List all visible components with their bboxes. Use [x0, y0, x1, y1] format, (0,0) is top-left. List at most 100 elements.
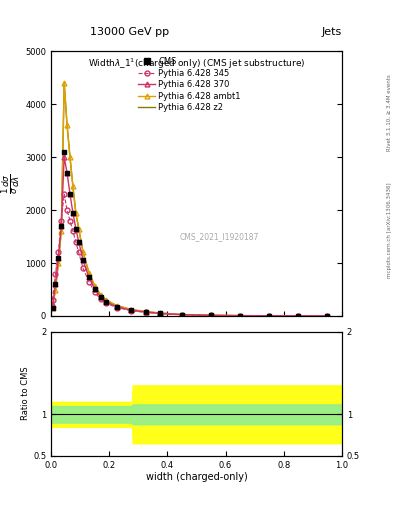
Pythia 6.428 345 [56, 249, 61, 255]
Pythia 6.428 345 [53, 270, 58, 276]
CMS [325, 313, 330, 319]
Pythia 6.428 ambt1 [180, 311, 184, 317]
Pythia 6.428 370 [56, 254, 61, 261]
Pythia 6.428 370 [73, 226, 78, 232]
Pythia 6.428 345 [158, 311, 163, 317]
Pythia 6.428 345 [267, 313, 272, 319]
Pythia 6.428 370 [143, 309, 148, 315]
Pythia 6.428 ambt1 [62, 80, 66, 86]
Line: Pythia 6.428 z2: Pythia 6.428 z2 [53, 83, 327, 316]
CMS [81, 258, 85, 264]
Pythia 6.428 345 [296, 313, 301, 319]
Pythia 6.428 345 [143, 309, 148, 315]
Pythia 6.428 345 [98, 296, 103, 302]
Pythia 6.428 ambt1 [56, 260, 61, 266]
Pythia 6.428 ambt1 [53, 286, 58, 292]
Pythia 6.428 ambt1 [92, 283, 97, 289]
CMS [238, 313, 242, 319]
CMS [50, 305, 55, 311]
Pythia 6.428 z2 [98, 291, 103, 297]
Pythia 6.428 345 [209, 312, 213, 318]
Pythia 6.428 345 [238, 313, 242, 319]
Pythia 6.428 370 [325, 313, 330, 319]
Legend: CMS, Pythia 6.428 345, Pythia 6.428 370, Pythia 6.428 ambt1, Pythia 6.428 z2: CMS, Pythia 6.428 345, Pythia 6.428 370,… [137, 55, 242, 114]
CMS [71, 209, 75, 216]
Pythia 6.428 370 [81, 258, 85, 264]
Pythia 6.428 370 [65, 170, 70, 176]
Pythia 6.428 345 [114, 305, 119, 311]
Pythia 6.428 z2 [65, 122, 70, 129]
Pythia 6.428 370 [158, 310, 163, 316]
Pythia 6.428 z2 [143, 309, 148, 315]
Pythia 6.428 z2 [158, 310, 163, 316]
Pythia 6.428 z2 [92, 283, 97, 289]
Pythia 6.428 ambt1 [238, 312, 242, 318]
CMS [56, 254, 61, 261]
Pythia 6.428 370 [296, 313, 301, 319]
Pythia 6.428 z2 [81, 249, 85, 255]
Pythia 6.428 345 [62, 191, 66, 197]
Pythia 6.428 z2 [76, 226, 81, 232]
Pythia 6.428 z2 [53, 286, 58, 292]
Pythia 6.428 345 [50, 297, 55, 303]
Pythia 6.428 370 [129, 307, 134, 313]
Pythia 6.428 z2 [325, 313, 330, 319]
Line: Pythia 6.428 370: Pythia 6.428 370 [50, 155, 330, 318]
Pythia 6.428 345 [71, 228, 75, 234]
Pythia 6.428 z2 [62, 80, 66, 86]
Pythia 6.428 370 [238, 313, 242, 319]
Pythia 6.428 345 [76, 249, 81, 255]
CMS [68, 191, 72, 197]
Pythia 6.428 ambt1 [114, 303, 119, 309]
Pythia 6.428 ambt1 [68, 154, 72, 160]
Pythia 6.428 ambt1 [59, 228, 64, 234]
Pythia 6.428 ambt1 [158, 310, 163, 316]
Pythia 6.428 345 [59, 218, 64, 224]
Pythia 6.428 z2 [59, 228, 64, 234]
CMS [114, 304, 119, 310]
Pythia 6.428 345 [81, 265, 85, 271]
Pythia 6.428 ambt1 [81, 249, 85, 255]
Y-axis label: Ratio to CMS: Ratio to CMS [21, 367, 30, 420]
CMS [98, 294, 103, 300]
Pythia 6.428 z2 [68, 154, 72, 160]
Pythia 6.428 z2 [50, 305, 55, 311]
CMS [92, 286, 97, 292]
Pythia 6.428 345 [104, 300, 109, 306]
Text: Rivet 3.1.10, ≥ 3.4M events: Rivet 3.1.10, ≥ 3.4M events [387, 74, 391, 151]
Line: Pythia 6.428 345: Pythia 6.428 345 [50, 192, 330, 318]
Pythia 6.428 370 [104, 299, 109, 305]
Pythia 6.428 ambt1 [267, 313, 272, 319]
Pythia 6.428 370 [62, 154, 66, 160]
Pythia 6.428 ambt1 [65, 122, 70, 129]
Pythia 6.428 z2 [104, 297, 109, 303]
CMS [76, 239, 81, 245]
Pythia 6.428 370 [53, 281, 58, 287]
Pythia 6.428 370 [209, 312, 213, 318]
Pythia 6.428 370 [59, 223, 64, 229]
CMS [143, 309, 148, 315]
Pythia 6.428 370 [68, 191, 72, 197]
Pythia 6.428 z2 [114, 303, 119, 309]
Pythia 6.428 370 [92, 286, 97, 292]
Pythia 6.428 ambt1 [143, 309, 148, 315]
CMS [65, 170, 70, 176]
Pythia 6.428 z2 [129, 307, 134, 313]
Pythia 6.428 z2 [296, 313, 301, 319]
Pythia 6.428 345 [68, 218, 72, 224]
Pythia 6.428 z2 [180, 311, 184, 317]
Pythia 6.428 ambt1 [86, 269, 91, 275]
Pythia 6.428 ambt1 [50, 305, 55, 311]
X-axis label: width (charged-only): width (charged-only) [146, 472, 247, 482]
CMS [180, 312, 184, 318]
Pythia 6.428 z2 [73, 209, 78, 216]
Pythia 6.428 370 [98, 294, 103, 300]
Text: Width$\lambda\_1^1$(charged only) (CMS jet substructure): Width$\lambda\_1^1$(charged only) (CMS j… [88, 56, 305, 71]
Text: 13000 GeV pp: 13000 GeV pp [90, 27, 169, 37]
Pythia 6.428 ambt1 [71, 183, 75, 189]
Pythia 6.428 ambt1 [76, 226, 81, 232]
Pythia 6.428 370 [114, 304, 119, 310]
Pythia 6.428 ambt1 [296, 313, 301, 319]
CMS [59, 223, 64, 229]
Pythia 6.428 345 [65, 207, 70, 213]
